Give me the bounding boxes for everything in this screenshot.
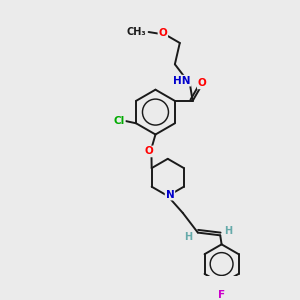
Text: O: O bbox=[198, 78, 207, 88]
Text: Cl: Cl bbox=[113, 116, 125, 126]
Text: H: H bbox=[224, 226, 232, 236]
Text: N: N bbox=[166, 190, 174, 200]
Text: F: F bbox=[218, 290, 225, 300]
Text: H: H bbox=[184, 232, 192, 242]
Text: CH₃: CH₃ bbox=[127, 27, 146, 37]
Text: O: O bbox=[145, 146, 154, 156]
Text: HN: HN bbox=[173, 76, 190, 86]
Text: O: O bbox=[158, 28, 167, 38]
